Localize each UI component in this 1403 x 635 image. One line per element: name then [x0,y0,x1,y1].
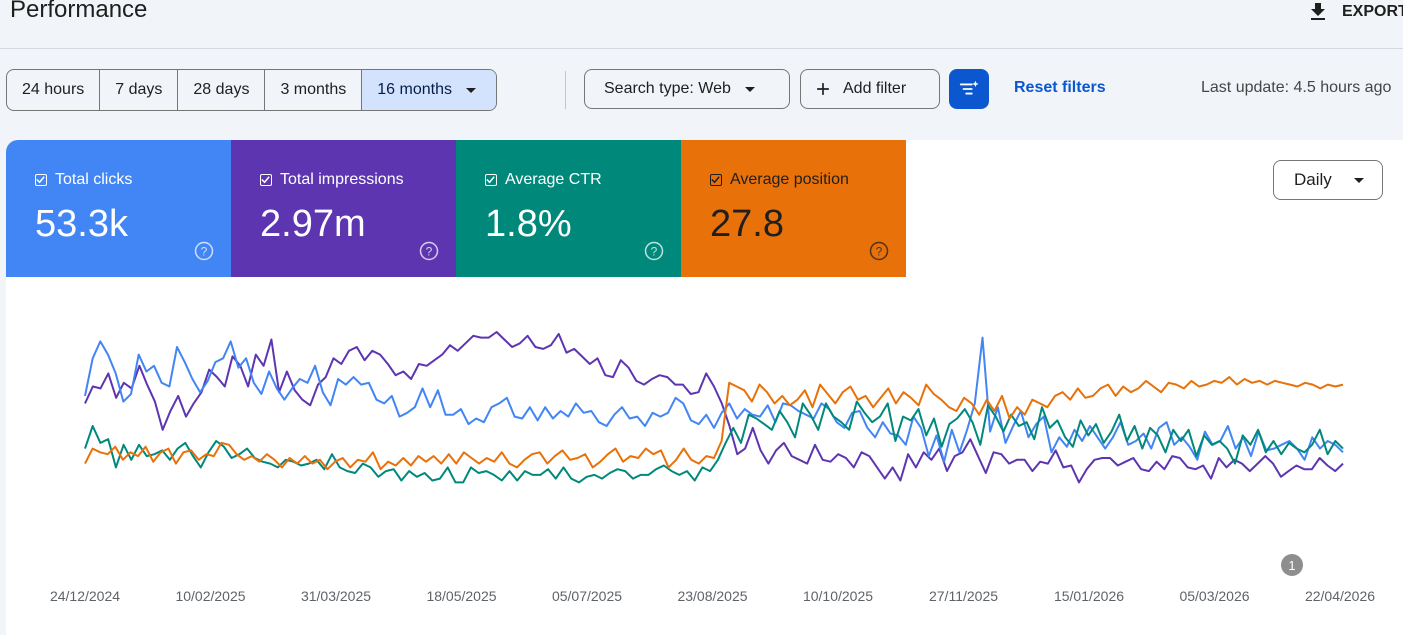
filter-toolbar: 24 hours 7 days 28 days 3 months 16 mont… [0,69,1403,111]
x-tick-label: 10/02/2025 [175,588,245,604]
page-header: Performance EXPORT [0,0,1403,49]
series-line-3 [84,376,1344,471]
page-title: Performance [10,0,148,23]
date-range-label: 7 days [115,81,163,98]
x-tick-label: 24/12/2024 [50,588,120,604]
checkbox-icon[interactable] [35,174,47,186]
help-icon[interactable]: ? [194,241,214,261]
filter-sparkle-icon [959,80,979,95]
date-range-16-months[interactable]: 16 months [362,70,496,110]
metric-label: Total clicks [55,171,133,188]
checkbox-icon[interactable] [260,174,272,186]
metric-label-row: Average position [710,171,906,189]
date-range-label: 3 months [280,81,347,98]
metric-label-row: Average CTR [485,171,681,189]
x-tick-label: 05/07/2025 [552,588,622,604]
granularity-dropdown[interactable]: Daily [1273,160,1383,200]
x-tick-label: 27/11/2025 [929,588,998,604]
metric-label-row: Total impressions [260,171,456,189]
metric-value: 53.3k [35,203,128,245]
x-tick-label: 15/01/2026 [1054,588,1124,604]
date-range-28-days[interactable]: 28 days [178,70,266,110]
date-range-24-hours[interactable]: 24 hours [7,70,101,110]
caret-down-icon [465,87,476,93]
svg-text:?: ? [651,245,658,259]
ai-filter-button[interactable] [949,69,989,109]
x-tick-label: 18/05/2025 [426,588,496,604]
help-icon[interactable]: ? [869,241,889,261]
plus-icon [817,83,829,95]
search-type-dropdown[interactable]: Search type: Web [584,69,790,109]
x-tick-label: 10/10/2025 [803,588,873,604]
svg-text:?: ? [876,245,883,259]
caret-down-icon [1353,177,1364,183]
metric-total-clicks[interactable]: Total clicks 53.3k ? [6,140,231,277]
last-update-text: Last update: 4.5 hours ago [1201,79,1392,96]
date-range-label: 16 months [377,81,452,98]
x-tick-label: 22/04/2026 [1305,588,1375,604]
metric-label: Total impressions [280,171,404,188]
date-range-7-days[interactable]: 7 days [100,70,179,110]
annotation-badge[interactable]: 1 [1281,554,1303,576]
metric-value: 1.8% [485,203,572,245]
export-label: EXPORT [1342,3,1403,20]
toolbar-divider [565,71,566,109]
help-icon[interactable]: ? [644,241,664,261]
metric-average-position[interactable]: Average position 27.8 ? [681,140,906,277]
metric-total-impressions[interactable]: Total impressions 2.97m ? [231,140,456,277]
annotation-badge-label: 1 [1288,558,1295,573]
metric-label: Average position [730,171,849,188]
caret-down-icon [744,86,755,92]
reset-filters-link[interactable]: Reset filters [1014,79,1106,96]
export-button[interactable]: EXPORT [1306,0,1403,24]
checkbox-icon[interactable] [485,174,497,186]
date-range-selector: 24 hours 7 days 28 days 3 months 16 mont… [6,69,497,111]
checkbox-icon[interactable] [710,174,722,186]
series-line-1 [84,336,1344,463]
add-filter-label: Add filter [843,80,907,97]
metric-label-row: Total clicks [35,171,231,189]
download-icon [1311,3,1325,20]
x-tick-label: 23/08/2025 [677,588,747,604]
metric-value: 2.97m [260,203,366,245]
x-tick-label: 05/03/2026 [1179,588,1249,604]
add-filter-button[interactable]: Add filter [800,69,940,109]
metric-average-ctr[interactable]: Average CTR 1.8% ? [456,140,681,277]
search-type-label: Search type: Web [604,80,731,97]
x-tick-label: 31/03/2025 [301,588,371,604]
series-line-0 [84,331,1344,484]
performance-line-chart: 24/12/2024 10/02/2025 31/03/2025 18/05/2025… [50,331,1375,604]
date-range-label: 24 hours [22,81,85,98]
help-icon[interactable]: ? [419,241,439,261]
date-range-3-months[interactable]: 3 months [265,70,363,110]
granularity-label: Daily [1294,170,1332,189]
performance-card: Total clicks 53.3k ? Total impressions 2… [6,140,1403,635]
svg-text:?: ? [201,245,208,259]
metric-value: 27.8 [710,203,784,245]
date-range-label: 28 days [193,81,250,98]
svg-text:?: ? [426,245,433,259]
metric-label: Average CTR [505,171,602,188]
